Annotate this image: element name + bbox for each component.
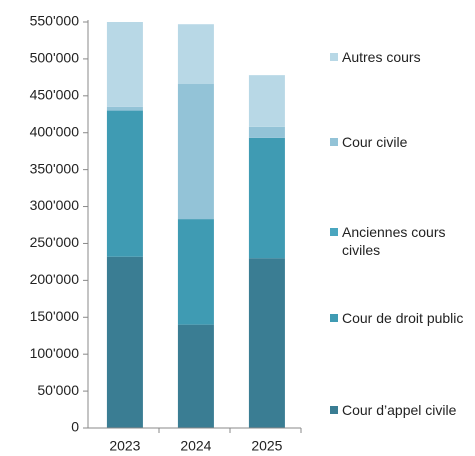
y-tick-label: 50'000 <box>37 382 79 398</box>
bar-segment <box>106 22 143 107</box>
x-tick-label: 2024 <box>180 438 211 454</box>
y-tick-label: 350'000 <box>30 160 80 176</box>
bar-segment <box>177 84 214 220</box>
legend-label: Cour d’appel civile <box>342 402 457 418</box>
x-tick-label: 2025 <box>251 438 282 454</box>
y-tick-label: 200'000 <box>30 271 80 287</box>
bar-segment <box>106 106 143 111</box>
legend-swatch <box>330 314 338 322</box>
legend-label: Cour de droit public <box>342 310 464 326</box>
y-tick-label: 400'000 <box>30 123 80 139</box>
bar-segment <box>248 126 285 138</box>
bar-segment <box>248 75 285 127</box>
y-tick-label: 150'000 <box>30 308 80 324</box>
bar-segment <box>177 324 214 428</box>
y-tick-label: 550'000 <box>30 13 80 29</box>
y-tick-label: 250'000 <box>30 234 80 250</box>
bar-segment <box>106 110 143 257</box>
y-tick-label: 300'000 <box>30 197 80 213</box>
y-tick-label: 100'000 <box>30 345 80 361</box>
bar-segment <box>106 256 143 428</box>
legend-label: Anciennes cours civiles <box>342 224 446 258</box>
y-tick-label: 0 <box>71 419 79 435</box>
x-tick-label: 2023 <box>109 438 140 454</box>
legend-swatch <box>330 406 338 414</box>
y-tick-label: 450'000 <box>30 87 80 103</box>
bar-segment <box>248 258 285 428</box>
legend-swatch <box>330 53 338 61</box>
legend-label: Autres cours <box>342 49 421 65</box>
legend-swatch <box>330 228 338 236</box>
bar-segment <box>177 219 214 325</box>
y-tick-label: 500'000 <box>30 50 80 66</box>
bar-segment <box>177 24 214 85</box>
bar-segment <box>248 137 285 259</box>
legend-swatch <box>330 138 338 146</box>
legend-label: Cour civile <box>342 134 408 150</box>
